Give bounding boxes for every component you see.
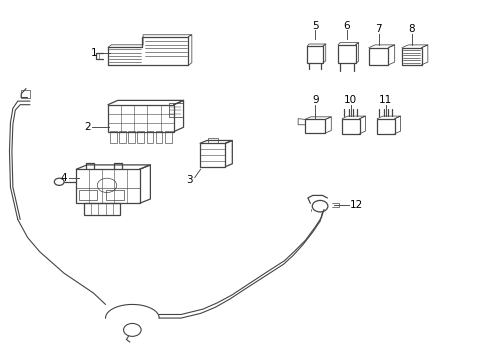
Text: 2: 2	[84, 122, 91, 132]
Bar	[76, 169, 140, 203]
Bar	[110, 131, 117, 143]
Bar	[200, 143, 225, 167]
Bar	[368, 48, 387, 65]
Bar	[83, 203, 120, 215]
Bar	[128, 131, 135, 143]
Bar	[401, 48, 421, 65]
Text: 10: 10	[344, 95, 357, 105]
Text: 5: 5	[311, 21, 318, 31]
Text: 9: 9	[311, 95, 318, 105]
Bar	[155, 131, 162, 143]
Text: 11: 11	[379, 95, 392, 105]
Text: 12: 12	[349, 200, 363, 210]
Bar	[376, 119, 394, 134]
Bar	[119, 131, 126, 143]
Text: 8: 8	[407, 24, 414, 35]
Bar	[21, 90, 30, 98]
Bar	[168, 103, 182, 117]
Bar	[341, 119, 359, 134]
Text: 4: 4	[61, 173, 67, 183]
Bar	[137, 131, 144, 143]
Text: 6: 6	[343, 21, 349, 31]
Bar	[108, 105, 173, 132]
Bar	[305, 120, 325, 133]
Text: 7: 7	[374, 24, 381, 35]
Bar	[146, 131, 153, 143]
Bar	[337, 45, 355, 63]
Bar	[164, 131, 171, 143]
Text: 3: 3	[186, 175, 193, 185]
Bar	[105, 190, 124, 200]
Text: 1: 1	[91, 48, 98, 58]
Bar	[207, 138, 217, 143]
Bar	[306, 46, 323, 63]
Bar	[79, 190, 97, 200]
